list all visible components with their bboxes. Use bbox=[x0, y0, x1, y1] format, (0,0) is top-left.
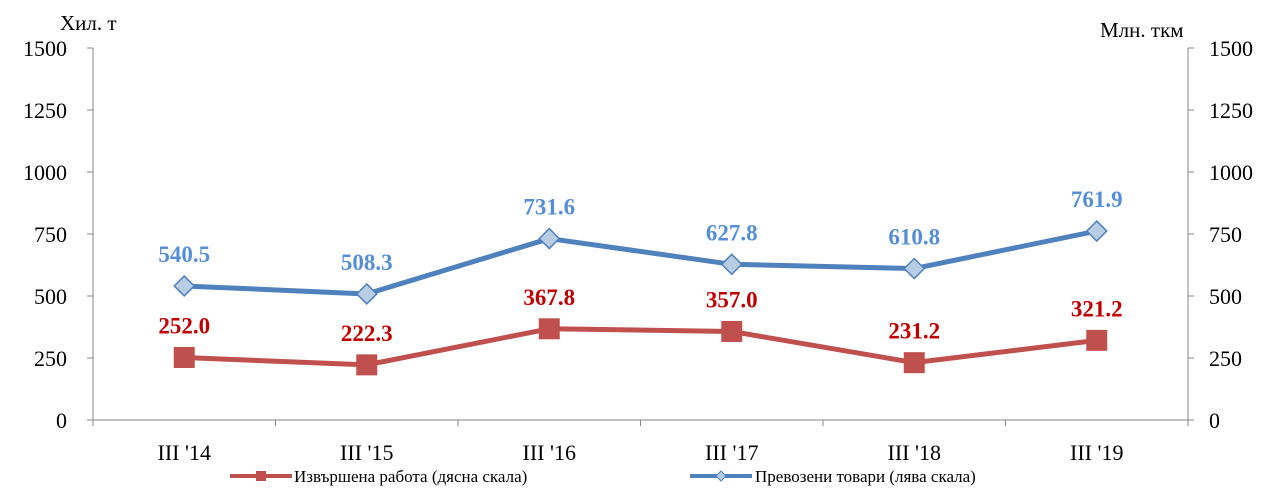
data-label: 610.8 bbox=[888, 225, 940, 250]
legend-label: Извършена работа (дясна скала) bbox=[294, 467, 527, 486]
data-point-marker bbox=[538, 227, 561, 250]
left-axis-title: Хил. т bbox=[60, 11, 117, 35]
x-tick-label: III '14 bbox=[158, 440, 211, 465]
data-point-marker bbox=[355, 282, 378, 306]
left-tick-label: 1000 bbox=[23, 160, 67, 185]
data-point-marker bbox=[356, 354, 378, 376]
data-label: 627.8 bbox=[706, 220, 758, 245]
x-tick-label: III '17 bbox=[705, 440, 758, 465]
left-tick-label: 1500 bbox=[23, 36, 67, 61]
x-tick-label: III '16 bbox=[523, 440, 576, 465]
right-tick-label: 1500 bbox=[1209, 36, 1253, 61]
data-label: 540.5 bbox=[158, 242, 210, 267]
data-label: 321.2 bbox=[1071, 296, 1123, 321]
left-tick-label: 1250 bbox=[23, 98, 67, 123]
data-label: 231.2 bbox=[888, 319, 940, 344]
data-label: 222.3 bbox=[341, 321, 393, 346]
legend: Извършена работа (дясна скала) Превозени … bbox=[230, 467, 976, 486]
data-point-marker bbox=[173, 347, 195, 369]
data-point-marker bbox=[538, 318, 560, 340]
legend-diamond-marker bbox=[715, 470, 727, 482]
data-point-marker bbox=[903, 352, 925, 374]
data-label: 761.9 bbox=[1071, 187, 1123, 212]
right-axis-title: Млн. ткм bbox=[1100, 18, 1184, 42]
series-line-work-done bbox=[184, 326, 1098, 368]
series-line-goods-carried bbox=[184, 228, 1098, 297]
x-tick-label: III '19 bbox=[1070, 440, 1123, 465]
data-point-marker bbox=[720, 253, 743, 276]
data-label: 367.8 bbox=[523, 285, 575, 310]
right-tick-label: 1000 bbox=[1209, 160, 1253, 185]
left-tick-label: 250 bbox=[34, 346, 67, 371]
data-point-marker bbox=[1086, 329, 1108, 351]
left-tick-label: 750 bbox=[34, 222, 67, 247]
data-point-marker bbox=[903, 257, 926, 280]
data-labels: 252.0 222.3 367.8 357.0 231.2 321.2 540.5 508.3… bbox=[158, 187, 1122, 346]
legend-square-marker bbox=[256, 471, 266, 481]
data-point-marker bbox=[721, 320, 743, 342]
series-lines bbox=[173, 219, 1108, 376]
axes: 0 0 250 250 500 500 750 750 1000 1000 1250 1250 1500… bbox=[23, 11, 1253, 465]
data-point-marker bbox=[173, 274, 196, 298]
data-label: 508.3 bbox=[341, 250, 393, 275]
right-tick-label: 0 bbox=[1209, 408, 1220, 433]
data-label: 731.6 bbox=[523, 195, 575, 220]
x-tick-label: III '15 bbox=[340, 440, 393, 465]
legend-label: Превозени товари (лява скала) bbox=[755, 467, 976, 486]
data-label: 252.0 bbox=[158, 314, 210, 339]
x-tick-label: III '18 bbox=[888, 440, 941, 465]
right-tick-label: 500 bbox=[1209, 284, 1242, 309]
data-label: 357.0 bbox=[706, 287, 758, 312]
left-tick-label: 0 bbox=[56, 408, 67, 433]
left-tick-label: 500 bbox=[34, 284, 67, 309]
right-tick-label: 250 bbox=[1209, 346, 1242, 371]
data-point-marker bbox=[1085, 219, 1108, 243]
right-tick-label: 1250 bbox=[1209, 98, 1253, 123]
right-tick-label: 750 bbox=[1209, 222, 1242, 247]
